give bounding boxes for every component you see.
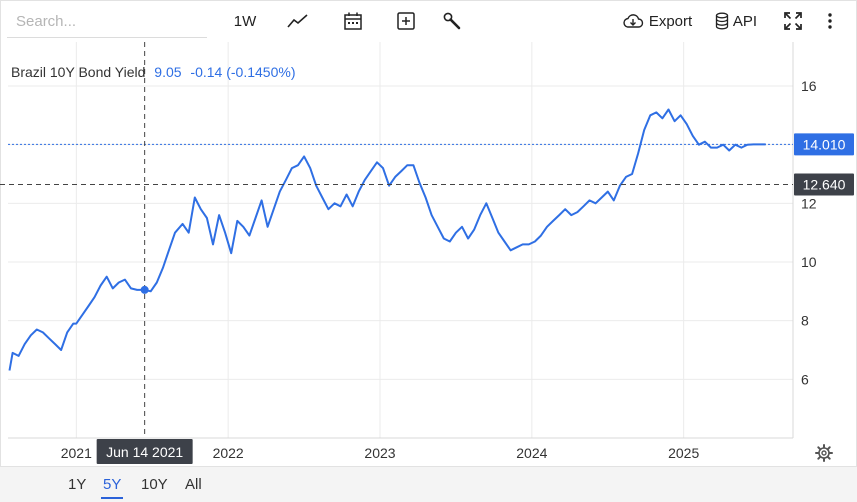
plus-square-icon	[397, 12, 415, 30]
legend-value: 9.05	[154, 64, 181, 80]
fullscreen-icon	[784, 12, 802, 30]
indicators-button[interactable]	[440, 9, 464, 33]
range-10y[interactable]: 10Y	[141, 476, 168, 493]
x-tick-label: 2023	[364, 445, 395, 461]
more-menu-button[interactable]	[820, 9, 840, 33]
api-label: API	[732, 12, 758, 30]
range-selector: 1Y 5Y 10Y All	[0, 466, 857, 502]
legend: Brazil 10Y Bond Yield 9.05 -0.14 (-0.145…	[11, 64, 295, 80]
legend-change: -0.14 (-0.1450%)	[190, 64, 295, 80]
x-tick-label: 2024	[516, 445, 547, 461]
crosshair-date-label: Jun 14 2021	[106, 444, 183, 460]
range-1y[interactable]: 1Y	[68, 476, 87, 493]
search-input[interactable]	[7, 6, 207, 38]
date-range-button[interactable]	[341, 9, 365, 33]
last-price-label: 14.010	[803, 136, 846, 152]
line-chart-icon	[287, 14, 308, 28]
last-price-badge: 14.010	[794, 133, 854, 156]
x-tick-label: 2021	[61, 445, 92, 461]
gear-icon	[815, 444, 833, 462]
x-tick-label: 2025	[668, 445, 699, 461]
interval-button[interactable]: 1W	[232, 9, 258, 33]
y-tick-label: 6	[801, 371, 809, 387]
range-5y[interactable]: 5Y	[101, 476, 124, 499]
y-tick-label: 16	[801, 78, 817, 94]
crosshair-price-badge: 12.640	[794, 173, 854, 196]
interval-label: 1W	[233, 12, 257, 30]
crosshair-price-label: 12.640	[803, 177, 846, 193]
export-button[interactable]: Export	[621, 9, 693, 33]
crosshair-point	[140, 285, 149, 294]
x-axis: 2021 2022 2023 2024 2025	[61, 445, 700, 461]
legend-series-name: Brazil 10Y Bond Yield	[11, 64, 145, 80]
export-label: Export	[648, 12, 693, 30]
fullscreen-button[interactable]	[782, 9, 804, 33]
crosshair-date-badge: Jun 14 2021	[96, 439, 193, 464]
y-tick-label: 8	[801, 313, 809, 329]
range-all[interactable]: All	[185, 476, 202, 493]
chart-type-button[interactable]	[286, 9, 310, 33]
series-line	[8, 108, 766, 371]
toolbar: 1W	[0, 0, 857, 42]
y-tick-label: 10	[801, 254, 817, 270]
grid	[8, 42, 793, 438]
api-button[interactable]: API	[712, 9, 760, 33]
chart-settings-button[interactable]	[814, 443, 834, 468]
database-icon	[715, 12, 729, 30]
compare-button[interactable]	[394, 9, 418, 33]
wrench-icon	[443, 12, 461, 30]
cloud-download-icon	[623, 14, 643, 28]
y-axis: 6810121416	[801, 78, 817, 387]
calendar-icon	[344, 12, 362, 30]
x-tick-label: 2022	[213, 445, 244, 461]
y-tick-label: 12	[801, 195, 817, 211]
kebab-menu-icon	[828, 13, 832, 29]
